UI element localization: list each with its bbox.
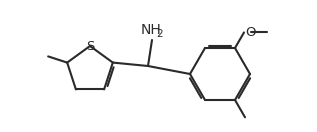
Text: NH: NH xyxy=(141,23,161,37)
Text: S: S xyxy=(86,39,94,53)
Text: O: O xyxy=(245,26,256,39)
Text: 2: 2 xyxy=(157,29,163,39)
